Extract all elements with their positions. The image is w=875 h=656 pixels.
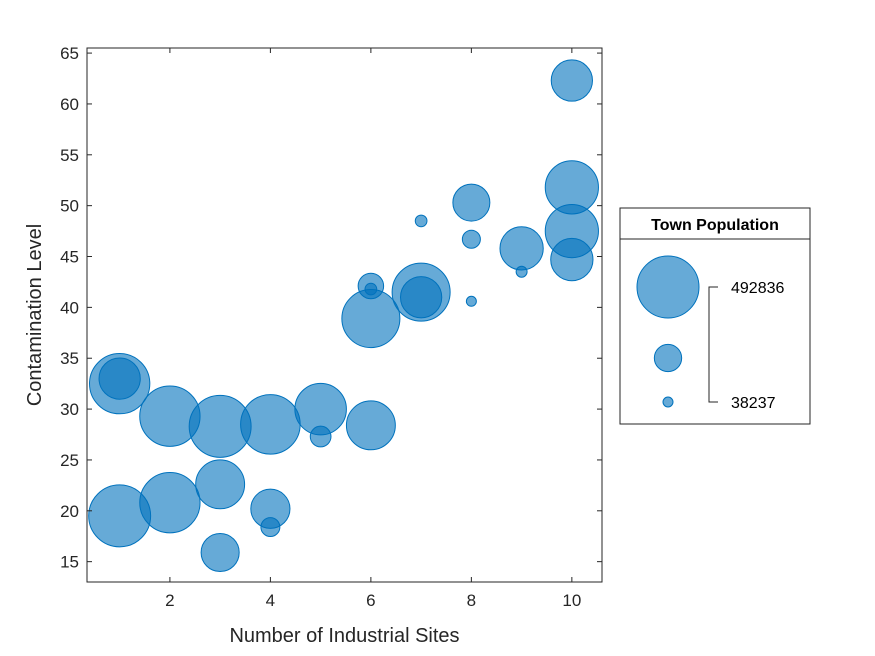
y-tick-label: 55	[60, 146, 79, 165]
y-tick-label: 20	[60, 502, 79, 521]
bubble-point	[139, 385, 201, 447]
bubble-point	[309, 425, 332, 448]
bubble-point	[414, 214, 428, 228]
x-tick-label: 2	[165, 591, 174, 610]
x-axis-label: Number of Industrial Sites	[229, 625, 459, 647]
bubble-point	[200, 532, 240, 573]
axes-frame	[86, 47, 603, 583]
y-tick-label: 60	[60, 95, 79, 114]
x-tick-label: 8	[467, 591, 476, 610]
legend-min-label: 38237	[731, 395, 776, 412]
bubble-point	[139, 472, 201, 534]
legend-bubble-max	[636, 255, 700, 319]
bubble-point	[465, 295, 477, 307]
y-axis-label: Contamination Level	[24, 224, 46, 406]
bubble-size-legend: Town Population 492836 38237	[619, 207, 811, 425]
y-tick-label: 25	[60, 451, 79, 470]
legend-bubble-min	[662, 396, 674, 408]
bubble-point	[499, 226, 544, 271]
y-tick-label: 50	[60, 197, 79, 216]
x-tick-label: 10	[562, 591, 581, 610]
y-tick-label: 65	[60, 44, 79, 63]
bubble-point	[544, 160, 599, 215]
bubble-point	[195, 459, 246, 510]
legend-bracket	[708, 286, 718, 403]
bubble-point	[452, 183, 491, 222]
x-tick-label: 6	[366, 591, 375, 610]
bubble-point	[399, 276, 443, 319]
y-tick-label: 45	[60, 248, 79, 267]
bubble-layer	[88, 59, 599, 573]
legend-bubble-mid	[653, 343, 683, 373]
bubble-point	[260, 517, 281, 538]
legend-max-label: 492836	[731, 280, 784, 297]
bubble-point	[364, 282, 378, 296]
y-tick-label: 15	[60, 553, 79, 572]
bubble-point	[550, 59, 593, 102]
bubble-point	[345, 400, 396, 451]
bubble-point	[240, 394, 301, 455]
axes: 2 4 6 8 10 15 20 25 30 35 40 45 50 55 60 65	[60, 44, 603, 610]
legend-title: Town Population	[651, 217, 779, 234]
bubble-point	[550, 237, 594, 282]
y-tick-label: 35	[60, 349, 79, 368]
y-tick-label: 40	[60, 298, 79, 317]
bubble-point	[515, 265, 528, 278]
bubble-point	[98, 357, 141, 400]
y-tick-label: 30	[60, 400, 79, 419]
legend-bubbles	[636, 255, 700, 408]
bubble-point	[461, 229, 481, 249]
x-tick-label: 4	[266, 591, 275, 610]
legend-box	[619, 207, 811, 425]
